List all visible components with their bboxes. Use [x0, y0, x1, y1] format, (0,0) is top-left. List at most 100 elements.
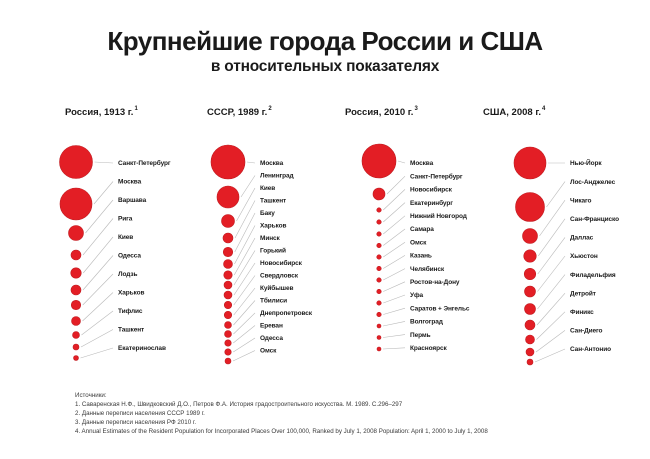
source-item: 3. Данные переписи населения РФ 2010 г. [75, 419, 197, 426]
leader-line [246, 161, 256, 164]
city-label: Лос-Анджелес [570, 179, 616, 186]
city-bubble [73, 355, 79, 361]
city-bubble [525, 347, 535, 357]
city-bubble [59, 145, 93, 179]
leader-line [234, 212, 256, 253]
leader-line [397, 160, 406, 164]
city-bubble [524, 303, 536, 315]
sources-heading: Источники: [75, 392, 107, 399]
leader-line [233, 237, 256, 276]
column-header-ussr-1989: СССР, 1989 г.2 [207, 106, 272, 118]
leader-line [383, 268, 406, 281]
leader-line [240, 175, 256, 198]
leader-line [80, 329, 114, 348]
city-label: Омск [260, 348, 277, 355]
city-bubble [376, 288, 382, 295]
city-label: Ереван [260, 323, 283, 330]
city-bubble [376, 242, 382, 249]
city-bubble [524, 285, 536, 298]
city-label: Одесса [260, 335, 283, 342]
city-label: Харьков [118, 290, 144, 297]
city-bubble [376, 231, 382, 237]
leader-line [93, 181, 114, 205]
city-bubble [376, 346, 382, 352]
city-label: Горький [260, 247, 286, 255]
leader-line [85, 199, 114, 234]
city-label: Москва [410, 160, 434, 167]
city-label: Санкт-Петербург [410, 172, 463, 180]
city-label: Москва [260, 160, 284, 167]
column-header-label: Россия, 1913 г. [65, 107, 134, 119]
city-bubble [526, 358, 534, 366]
city-bubble [372, 187, 386, 201]
leader-line [81, 310, 114, 336]
leader-line [383, 202, 406, 223]
sources-list: 1. Саваренская Н.Ф., Швидковский Д.О., П… [75, 400, 488, 436]
leader-line [233, 287, 256, 316]
leader-line [82, 292, 114, 322]
leader-line [382, 321, 406, 327]
sources-block: Источники: 1. Саваренская Н.Ф., Швидковс… [75, 391, 488, 436]
city-label: Лодзь [118, 271, 137, 278]
city-label: Тифлис [118, 308, 143, 315]
leader-line [386, 175, 406, 195]
leader-line [233, 250, 256, 286]
city-bubble [59, 187, 93, 221]
city-bubble [513, 146, 547, 180]
column-header-label: США, 2008 г. [483, 107, 541, 119]
source-item: 1. Саваренская Н.Ф., Швидковский Д.О., П… [75, 401, 403, 408]
city-label: Киев [260, 185, 275, 192]
city-bubble [70, 284, 82, 296]
city-bubble [376, 277, 382, 283]
leader-line [80, 347, 114, 359]
city-label: Чикаго [570, 197, 592, 204]
city-bubble [72, 343, 80, 351]
city-bubble [523, 249, 537, 263]
city-bubble [361, 143, 397, 179]
city-label: Пермь [410, 332, 431, 339]
city-label: Баку [260, 210, 275, 217]
city-bubble [376, 300, 382, 306]
city-label: Омск [410, 239, 427, 246]
city-label: Казань [410, 253, 432, 260]
city-bubble [210, 144, 246, 180]
city-bubble [70, 299, 82, 311]
city-label: Самара [410, 226, 434, 233]
city-bubble [515, 192, 545, 222]
city-label: Нижний Новгород [410, 212, 467, 220]
city-label: Екатеринослав [118, 345, 166, 352]
city-bubble [376, 335, 382, 340]
city-bubble [222, 246, 234, 258]
leader-line [233, 312, 256, 335]
city-bubble [224, 339, 232, 347]
city-label: Рига [118, 216, 133, 223]
city-label: Куйбышев [260, 284, 293, 292]
city-label: Екатеринбург [410, 199, 453, 207]
city-label: Уфа [410, 292, 424, 299]
city-bubble [376, 323, 382, 329]
column-header-usa-2008: США, 2008 г.4 [483, 106, 545, 119]
city-label: Сан-Диего [570, 328, 603, 335]
leader-line [536, 293, 566, 326]
column-header-russia-2010: Россия, 2010 г.3 [345, 106, 418, 118]
city-bubble [71, 316, 81, 326]
city-label: Тбилиси [260, 297, 287, 305]
leader-line [382, 347, 406, 350]
city-label: Ростов-на-Дону [410, 279, 460, 286]
leader-line [383, 307, 406, 315]
city-label: Днепропетровск [260, 310, 313, 317]
city-label: Филадельфия [570, 272, 616, 279]
city-label: Москва [118, 179, 142, 186]
city-bubble [525, 334, 535, 345]
leader-line [233, 300, 256, 326]
city-bubble [70, 267, 82, 279]
city-bubble [224, 348, 232, 356]
leader-line [537, 237, 566, 275]
leader-line [82, 273, 114, 306]
city-bubble [522, 228, 538, 244]
city-label: Челябинск [410, 265, 445, 273]
leader-line [383, 255, 406, 269]
leader-line [535, 330, 566, 353]
city-label: Сан-Франциско [570, 216, 619, 223]
